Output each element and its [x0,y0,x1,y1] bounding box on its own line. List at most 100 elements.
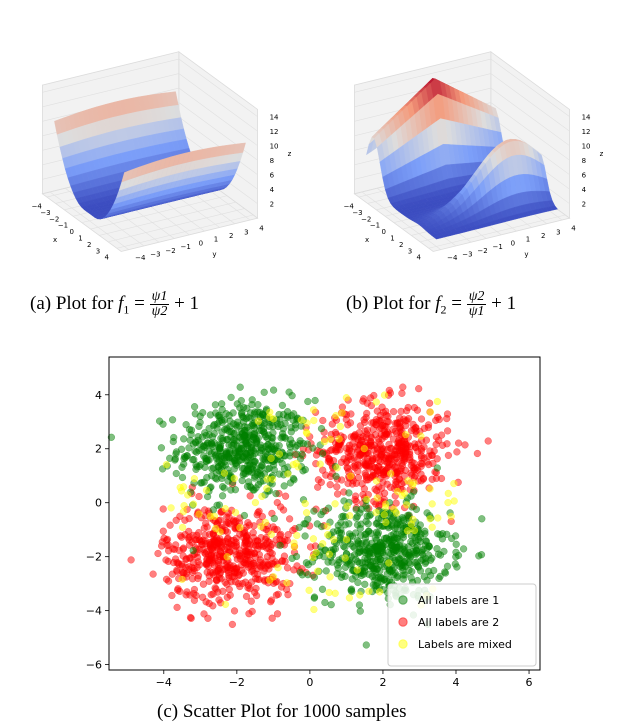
scatter-point [333,483,341,491]
scatter-point [416,567,425,575]
scatter-point [361,530,369,539]
scatter-point [396,562,404,571]
scatter-point [421,527,429,535]
x-tick-label: −3 [352,209,362,217]
scatter-point [289,474,298,483]
scatter-point [310,416,318,425]
scatter-point [358,480,366,488]
scatter-point [372,477,381,485]
scatter-point [419,550,427,559]
scatter-point [178,473,187,482]
z-tick-label: 12 [270,128,279,136]
scatter-point [425,460,433,469]
scatter-point [349,432,358,441]
scatter-point [267,454,275,463]
scatter-point [417,470,425,478]
scatter-point [232,551,240,559]
scatter-point [172,541,180,549]
scatter-point [452,540,460,548]
scatter-point [242,533,251,541]
scatter-point [400,455,408,463]
scatter-point [231,486,240,494]
caption-a-fn: f [118,292,124,314]
scatter-point [404,403,412,412]
scatter-point [428,523,436,531]
scatter-point [325,550,334,558]
scatter-point [201,429,209,437]
scatter-point [203,492,212,501]
scatter-point [346,452,355,460]
grid-line [354,58,491,93]
scatter-point [373,494,381,502]
scatter-point [347,586,355,594]
scatter-point [223,449,231,457]
scatter-point [242,560,250,568]
scatter-point [354,538,363,546]
scatter-point [338,513,346,521]
scatter-point [167,504,175,512]
scatter-point [319,540,327,548]
scatter-point [410,526,419,535]
x-tick-label: −4 [344,203,355,211]
scatter-point [187,426,196,434]
scatter-point [163,541,171,550]
scatter-point [176,483,184,492]
scatter-point [180,502,188,510]
scatter-point [398,389,406,397]
scatter-point [268,549,276,558]
scatter-point [328,420,336,428]
scatter-point [372,398,380,406]
scatter-point [388,455,396,463]
scatter-point [318,449,327,458]
scatter-point [342,394,351,402]
scatter-point [212,454,220,462]
z-tick-label: 6 [270,172,275,180]
scatter-point [459,545,468,553]
caption-b: (b) Plot for f2 = ψ2 ψ1 + 1 [346,289,517,319]
scatter-point [401,417,409,425]
scatter-point [400,472,408,480]
scatter-point [189,500,198,508]
scatter-point [231,456,239,464]
legend: All labels are 1 All labels are 2 Labels a… [387,583,537,667]
scatter-point [433,455,441,463]
scatter-point [437,474,446,483]
scatter-point [349,440,357,448]
scatter-point [209,464,218,472]
x-tick-label: −2 [49,215,59,223]
scatter-point [183,451,191,460]
scatter-point [451,532,460,540]
scatter-point [346,472,355,480]
scatter-point [312,548,320,557]
scatter-point [393,521,401,529]
scatter-point [166,454,174,462]
scatter-point [319,416,327,425]
scatter-point [218,492,227,500]
scatter-point [172,469,180,478]
y-tick-label: −3 [150,250,160,258]
scatter-point [372,508,380,517]
scatter-point [353,566,361,574]
scatter-point [330,535,338,544]
x-tick-label: 4 [105,254,110,262]
scatter-point [400,489,409,498]
y-tick-label: 3 [244,228,248,236]
scatter-point [270,514,278,523]
scatter-point [427,451,436,459]
scatter-point [313,567,322,575]
scatter-point [221,461,230,469]
scatter-point [351,492,360,500]
scatter-point [355,429,363,437]
x-tick-label: 2 [87,241,91,249]
scatter-point [425,399,434,407]
scatter-point [321,598,329,607]
scatter-point [327,601,335,609]
scatter-point [395,441,404,449]
scatter-point [415,385,423,393]
x-tick-label: 6 [526,676,533,689]
scatter-point [374,435,383,443]
scatter-point [199,580,208,588]
scatter-point [185,444,193,452]
scatter-point [436,572,444,581]
